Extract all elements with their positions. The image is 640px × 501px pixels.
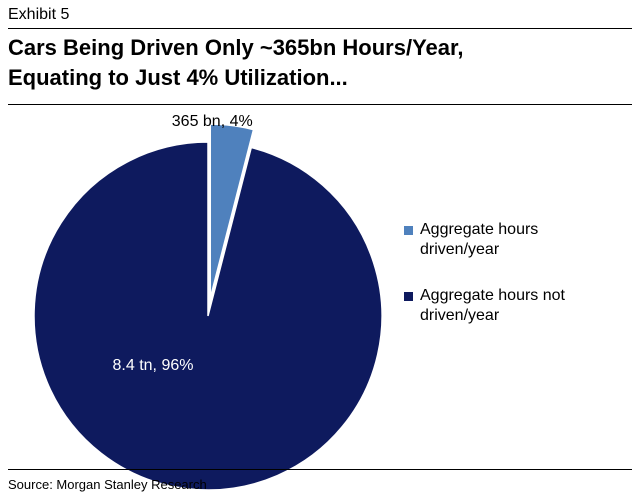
legend-label-driven-line-1: Aggregate hours	[420, 221, 539, 238]
source-note: Source: Morgan Stanley Research	[8, 477, 207, 492]
chart-legend: Aggregate hours driven/year Aggregate ho…	[404, 220, 632, 352]
exhibit-label: Exhibit 5	[8, 6, 70, 23]
footer-rule	[8, 469, 632, 470]
legend-item-driven: Aggregate hours driven/year	[404, 220, 632, 260]
legend-label-driven-line-2: driven/year	[420, 241, 500, 258]
legend-item-not-driven: Aggregate hours not driven/year	[404, 286, 632, 326]
legend-swatch-not-driven	[404, 292, 413, 301]
legend-label-not-driven-line-1: Aggregate hours not	[420, 287, 565, 304]
pie-slice-not-driven	[33, 141, 383, 491]
chart-title-line-2: Equating to Just 4% Utilization...	[8, 65, 348, 90]
top-rule	[8, 28, 632, 29]
data-label-not-driven: 8.4 tn, 96%	[113, 357, 194, 374]
chart-title-line-1: Cars Being Driven Only ~365bn Hours/Year…	[8, 35, 464, 60]
legend-swatch-driven	[404, 226, 413, 235]
title-divider	[8, 104, 632, 105]
chart-title: Cars Being Driven Only ~365bn Hours/Year…	[8, 33, 628, 93]
pie-slice-driven	[209, 123, 255, 299]
legend-label-not-driven-line-2: driven/year	[420, 307, 500, 324]
data-label-driven: 365 bn, 4%	[172, 113, 253, 130]
